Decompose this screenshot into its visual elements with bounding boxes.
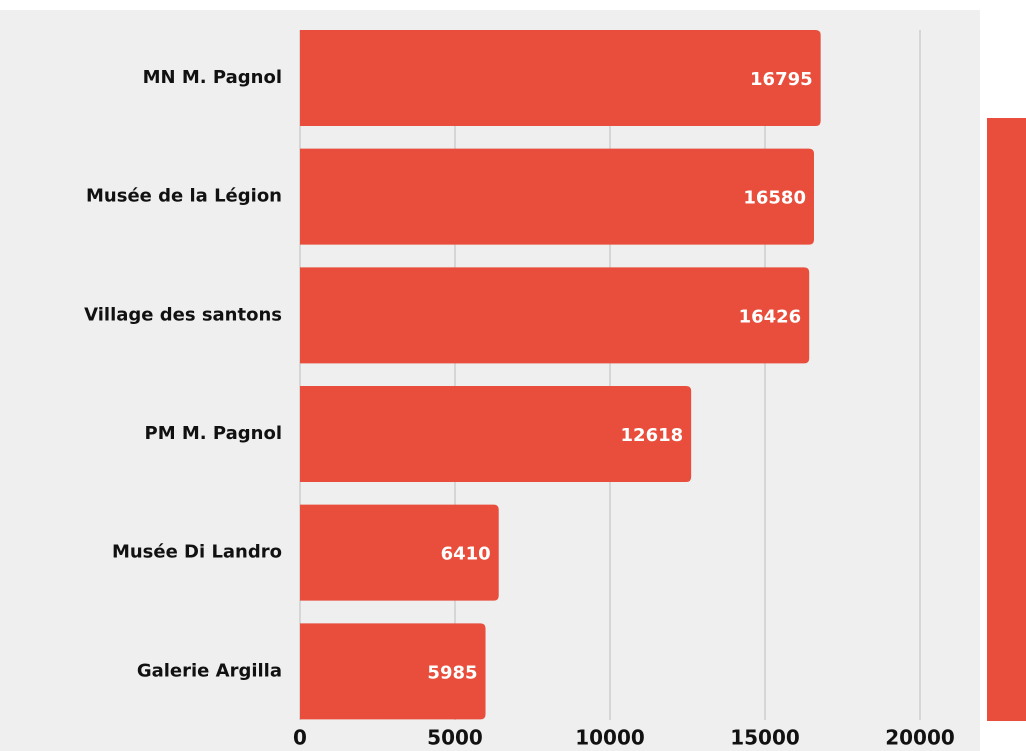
x-tick-label: 10000 [575,726,645,750]
y-tick-label: Musée de la Légion [86,186,282,207]
x-tick-label: 20000 [885,726,955,750]
y-tick-label: MN M. Pagnol [143,67,282,88]
value-label: 5985 [427,662,477,683]
x-tick-label: 0 [293,726,307,750]
value-label: 16795 [750,69,813,90]
x-tick-label: 15000 [730,726,800,750]
bar [300,148,814,245]
bar [300,30,821,126]
value-label: 16580 [743,188,806,209]
y-tick-label: PM M. Pagnol [145,423,282,444]
y-tick-label: Village des santons [84,304,282,325]
decoration [987,118,1026,721]
bar [300,623,486,720]
y-tick-label: Galerie Argilla [137,660,282,681]
value-label: 6410 [441,544,491,565]
value-label: 16426 [739,306,802,327]
bar [300,386,692,482]
bar [300,267,810,364]
x-tick-label: 5000 [427,726,483,750]
value-label: 12618 [621,425,684,446]
plot-background [0,10,980,751]
y-tick-label: Musée Di Landro [112,542,282,563]
bar [300,504,499,601]
